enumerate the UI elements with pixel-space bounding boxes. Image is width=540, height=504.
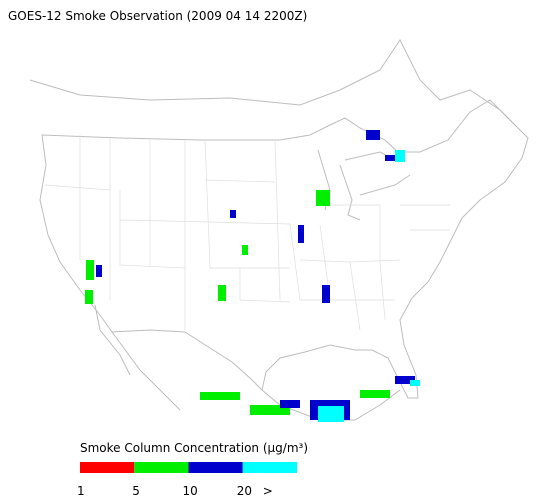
smoke	[85, 130, 420, 422]
title: GOES-12 Smoke Observation (2009 04 14 22…	[8, 9, 307, 23]
colorbar-label: 5	[132, 484, 140, 498]
colorbar-label: >	[263, 484, 273, 498]
smoke-pixel	[230, 210, 236, 218]
smoke-pixel	[280, 400, 300, 408]
smoke-pixel	[366, 130, 380, 140]
smoke-pixel	[322, 285, 330, 303]
colorbar-segment	[134, 462, 189, 473]
smoke-pixel	[86, 260, 94, 280]
colorbar-segment	[242, 462, 297, 473]
smoke-pixel	[360, 390, 390, 398]
smoke-pixel	[85, 290, 93, 304]
colorbar-label: 1	[77, 484, 85, 498]
colorbar-segment	[80, 462, 135, 473]
smoke-pixel	[410, 380, 420, 386]
colorbar-label: 10	[183, 484, 198, 498]
basemap	[29, 39, 529, 421]
smoke-pixel	[200, 392, 240, 400]
smoke-pixel	[318, 406, 344, 422]
colorbar-segment	[188, 462, 243, 473]
smoke-pixel	[298, 225, 304, 243]
smoke-pixel	[242, 245, 248, 255]
smoke-pixel	[395, 376, 415, 384]
colorbar: 1 5 10 20 >	[77, 462, 297, 498]
smoke-pixel	[218, 285, 226, 301]
smoke-pixel	[395, 150, 405, 162]
smoke-pixel	[96, 265, 102, 277]
smoke-pixel	[250, 405, 290, 415]
smoke-pixel	[385, 155, 395, 161]
colorbar-label: 20	[237, 484, 252, 498]
smoke-pixel	[316, 190, 330, 206]
legend-title: Smoke Column Concentration (μg/m³)	[80, 441, 308, 455]
